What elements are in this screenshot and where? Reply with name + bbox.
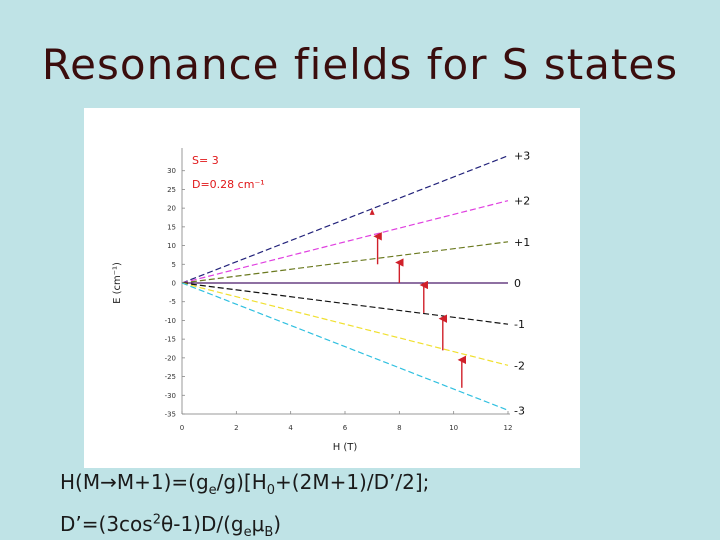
arrow-symbol: →	[100, 470, 117, 494]
x-tick-label: 12	[504, 424, 513, 432]
formula-superscript: 2	[152, 512, 161, 528]
y-tick-label: -15	[165, 336, 176, 344]
series-line	[181, 200, 509, 284]
formula-text: M+1)=(g	[116, 470, 209, 494]
y-tick-label: -10	[165, 317, 176, 325]
formula-subscript: e	[208, 483, 217, 498]
series-label: +3	[514, 150, 530, 163]
y-tick-label: -35	[165, 411, 176, 419]
y-tick-label: -5	[169, 298, 176, 306]
zfs-annotation: D=0.28 cm⁻¹	[192, 178, 265, 191]
x-tick-label: 6	[343, 424, 348, 432]
slide-title: Resonance fields for S states	[41, 40, 679, 89]
series-line	[181, 282, 509, 411]
transition-arrow	[369, 208, 375, 215]
series-line	[181, 282, 509, 325]
formula-text: +(2M+1)/D’/2];	[275, 470, 430, 494]
theta-symbol: θ	[160, 512, 174, 536]
formula-subscript: B	[264, 525, 274, 540]
series-label: -1	[514, 318, 525, 331]
y-tick-label: 25	[167, 186, 176, 194]
spin-annotation: S= 3	[192, 154, 219, 167]
formula-text: -1)D/(g	[173, 512, 244, 536]
formula-text: )	[273, 512, 282, 536]
y-tick-label: 5	[172, 261, 176, 269]
formula-text: H(M	[60, 470, 101, 494]
y-tick-label: 20	[167, 205, 176, 213]
series-label: -3	[514, 404, 525, 417]
formula-text: /g)[H	[216, 470, 267, 494]
series-line	[181, 155, 509, 284]
chart-panel: 30 25 20 15 10 5 0 -5 -10 -15 -20 -25 -30 -35 0 2 4 6 8 10 1…	[84, 108, 580, 468]
mu-symbol: μ	[251, 512, 265, 536]
d-prime-formula: D’=(3cos2θ-1)D/(geμB)	[60, 512, 281, 540]
x-tick-label: 10	[449, 424, 458, 432]
series-label: 0	[514, 277, 521, 290]
y-axis-label: E (cm⁻¹)	[112, 262, 123, 304]
x-tick-label: 2	[234, 424, 238, 432]
y-tick-label: -20	[165, 354, 176, 362]
series-label: +1	[514, 236, 530, 249]
y-tick-label: 15	[167, 223, 176, 231]
series-label: -2	[514, 359, 525, 372]
series-line	[181, 241, 509, 284]
resonance-field-formula: H(M→M+1)=(ge/g)[H0+(2M+1)/D’/2];	[60, 470, 429, 498]
x-axis-label: H (T)	[333, 442, 358, 453]
x-tick-label: 8	[397, 424, 401, 432]
x-tick-label: 0	[180, 424, 184, 432]
y-tick-label: 30	[167, 167, 176, 175]
x-tick-label: 4	[288, 424, 293, 432]
y-tick-label: -25	[165, 373, 176, 381]
series-label: +2	[514, 195, 530, 208]
y-tick-label: 0	[172, 280, 176, 288]
formula-subscript: e	[243, 525, 252, 540]
series-line	[181, 282, 509, 366]
y-tick-label: 10	[167, 242, 176, 250]
formula-subscript: 0	[266, 483, 276, 498]
y-tick-label: -30	[165, 392, 176, 400]
formula-text: D’=(3cos	[60, 512, 153, 536]
